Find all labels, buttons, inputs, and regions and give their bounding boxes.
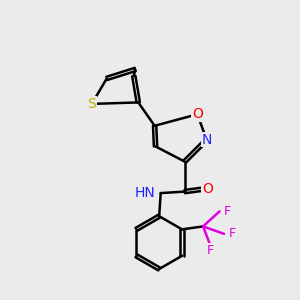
Text: HN: HN [134,186,155,200]
Text: O: O [192,107,203,121]
Text: S: S [87,97,96,111]
Text: F: F [207,244,214,257]
Text: N: N [201,133,212,147]
Text: F: F [229,227,236,240]
Text: O: O [202,182,213,196]
Text: F: F [224,205,231,218]
